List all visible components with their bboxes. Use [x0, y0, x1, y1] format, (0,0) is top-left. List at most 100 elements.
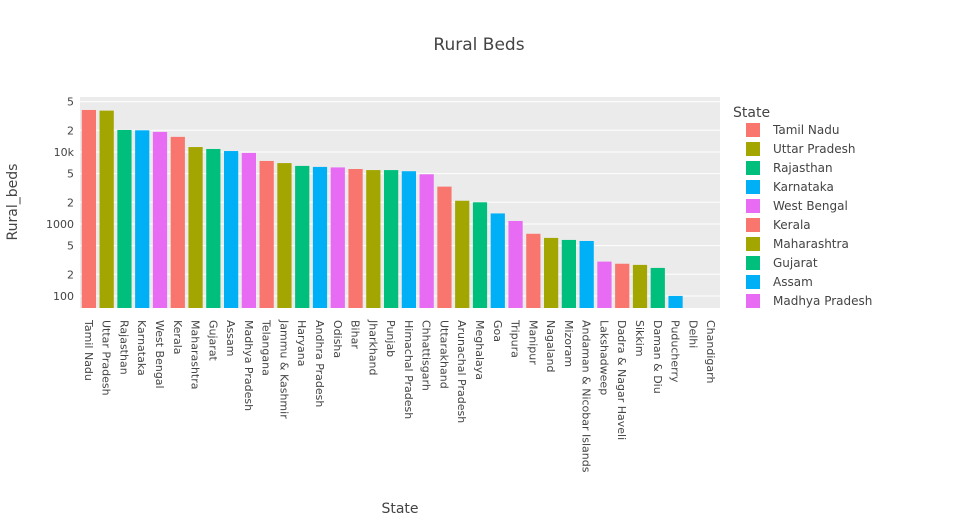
y-tick-label: 10k — [54, 146, 75, 159]
x-tick-label: Puducherry — [669, 320, 682, 383]
x-tick-label: Delhi — [686, 320, 699, 348]
legend-label: Uttar Pradesh — [773, 142, 855, 156]
x-tick-label: Kerala — [171, 320, 184, 355]
x-tick-label: Chandigarh — [704, 320, 717, 383]
legend-swatch — [746, 161, 760, 175]
bar — [632, 264, 648, 308]
bar — [472, 202, 488, 308]
y-tick-label: 2 — [67, 268, 74, 281]
bar — [490, 213, 505, 308]
x-tick-label: Himachal Pradesh — [402, 320, 415, 419]
x-tick-label: Manipur — [526, 320, 539, 365]
legend-swatch — [746, 275, 760, 289]
bar — [615, 263, 630, 308]
bar — [170, 136, 185, 308]
bar — [259, 160, 274, 308]
bar — [579, 240, 594, 308]
bar — [206, 148, 221, 308]
x-tick-label: Goa — [491, 320, 504, 342]
x-tick-label: Tripura — [509, 319, 522, 358]
x-tick-label: Karnataka — [135, 320, 148, 376]
legend-swatch — [746, 180, 760, 194]
x-tick-label: Jammu & Kashmir — [277, 319, 290, 419]
bar — [81, 109, 96, 309]
legend-title: State — [733, 105, 770, 121]
x-tick-label: Rajasthan — [117, 320, 130, 375]
y-tick-label: 5 — [67, 96, 74, 109]
legend-label: Karnataka — [773, 180, 834, 194]
x-tick-label: Assam — [224, 320, 237, 356]
bar — [241, 152, 256, 308]
bar — [348, 168, 363, 308]
bar — [295, 165, 310, 308]
x-tick-label: Haryana — [295, 320, 308, 367]
bar — [455, 200, 470, 308]
x-tick-label: Lakshadweep — [597, 320, 610, 395]
bar — [419, 174, 434, 308]
x-tick-label: Mizoram — [562, 320, 575, 367]
legend-label: West Bengal — [773, 199, 848, 213]
bar — [650, 267, 665, 308]
bar — [597, 261, 612, 308]
x-tick-label: Andaman & Nicobar Islands — [580, 320, 593, 473]
bar — [330, 167, 345, 308]
bar — [99, 110, 114, 308]
legend-swatch — [746, 199, 760, 213]
bar — [526, 233, 541, 308]
x-tick-label: West Bengal — [153, 320, 166, 389]
x-tick-label: Maharashtra — [189, 320, 202, 390]
bar — [224, 151, 239, 308]
x-tick-label: Nagaland — [544, 320, 557, 372]
x-tick-label: Telangana — [260, 319, 273, 376]
x-tick-label: Gujarat — [206, 320, 219, 362]
y-tick-label: 1000 — [46, 218, 74, 231]
y-axis-label: Rural_beds — [5, 164, 21, 241]
legend-swatch — [746, 237, 760, 251]
bar — [366, 170, 381, 308]
y-tick-label: 5 — [67, 168, 74, 181]
x-tick-label: Odisha — [331, 320, 344, 358]
legend-label: Tamil Nadu — [772, 123, 839, 137]
legend-label: Assam — [773, 275, 813, 289]
legend-label: Kerala — [773, 218, 811, 232]
legend-swatch — [746, 218, 760, 232]
bar — [384, 170, 399, 308]
x-tick-label: Sikkim — [633, 320, 646, 357]
y-tick-label: 2 — [67, 196, 74, 209]
legend-label: Maharashtra — [773, 237, 849, 251]
x-tick-label: Arunachal Pradesh — [455, 320, 468, 423]
x-tick-label: Madhya Pradesh — [242, 320, 255, 411]
legend-label: Rajasthan — [773, 161, 833, 175]
bar — [508, 220, 523, 308]
bar — [312, 166, 328, 308]
y-tick-label: 5 — [67, 240, 74, 253]
x-tick-label: Daman & Diu — [651, 320, 664, 394]
bar — [188, 147, 203, 308]
bar — [544, 237, 559, 308]
x-tick-label: Meghalaya — [473, 320, 486, 380]
x-tick-label: Bihar — [349, 320, 362, 349]
bar — [152, 131, 168, 308]
x-tick-label: Andhra Pradesh — [313, 320, 326, 407]
legend-swatch — [746, 294, 760, 308]
x-tick-label: Tamil Nadu — [82, 319, 95, 381]
legend-label: Madhya Pradesh — [773, 294, 872, 308]
bar — [668, 295, 683, 308]
bar — [561, 239, 576, 308]
x-tick-label: Chhattisgarh — [420, 320, 433, 391]
bar — [401, 171, 416, 308]
y-tick-label: 2 — [67, 124, 74, 137]
x-tick-label: Punjab — [384, 320, 397, 357]
bar — [437, 186, 452, 308]
x-tick-label: Dadra & Nagar Haveli — [615, 320, 628, 440]
chart-title: Rural Beds — [433, 35, 524, 55]
legend-swatch — [746, 256, 760, 270]
x-tick-label: Uttarakhand — [437, 320, 450, 389]
legend-swatch — [746, 123, 760, 137]
legend-swatch — [746, 142, 760, 156]
x-tick-label: Jharkhand — [366, 319, 379, 376]
bar — [135, 130, 150, 308]
legend-label: Gujarat — [773, 256, 818, 270]
bar — [117, 129, 132, 308]
